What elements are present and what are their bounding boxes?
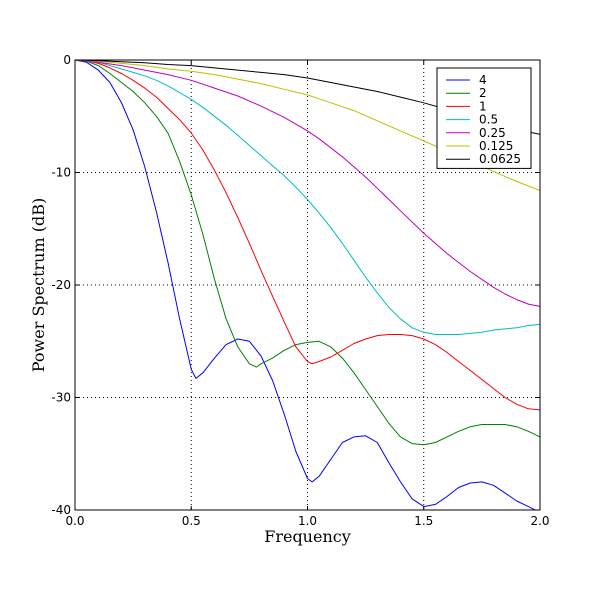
y-axis-label: Power Spectrum (dB) bbox=[29, 198, 48, 372]
y-tick-label: -10 bbox=[51, 166, 71, 180]
legend-label: 0.5 bbox=[479, 113, 498, 127]
x-tick-label: 1.0 bbox=[298, 514, 317, 528]
legend-label: 0.0625 bbox=[479, 152, 521, 166]
legend-label: 4 bbox=[479, 73, 487, 87]
legend-box bbox=[436, 67, 532, 169]
grid bbox=[75, 60, 540, 510]
legend-label: 0.125 bbox=[479, 139, 513, 153]
legend-label: 0.25 bbox=[479, 126, 506, 140]
legend-label: 1 bbox=[479, 99, 487, 113]
series-line-1 bbox=[75, 60, 540, 411]
x-axis-label: Frequency bbox=[264, 527, 351, 546]
series-line-2 bbox=[75, 60, 540, 446]
axis-ticks: 0.0 0.5 1.0 1.5 2.0 0 -10 -20 -30 -40 bbox=[51, 53, 549, 528]
y-tick-label: 0 bbox=[63, 53, 71, 67]
x-tick-label: 0.5 bbox=[182, 514, 201, 528]
series-lines bbox=[75, 60, 540, 510]
y-tick-label: -30 bbox=[51, 391, 71, 405]
y-tick-label: -20 bbox=[51, 278, 71, 292]
y-tick-label: -40 bbox=[51, 503, 71, 517]
series-line-4 bbox=[75, 60, 537, 510]
series-line-0.25 bbox=[75, 60, 540, 307]
x-tick-label: 1.5 bbox=[414, 514, 433, 528]
x-tick-label: 2.0 bbox=[530, 514, 549, 528]
x-tick-label: 0.0 bbox=[65, 514, 84, 528]
series-line-0.5 bbox=[75, 60, 540, 335]
legend-label: 2 bbox=[479, 86, 487, 100]
